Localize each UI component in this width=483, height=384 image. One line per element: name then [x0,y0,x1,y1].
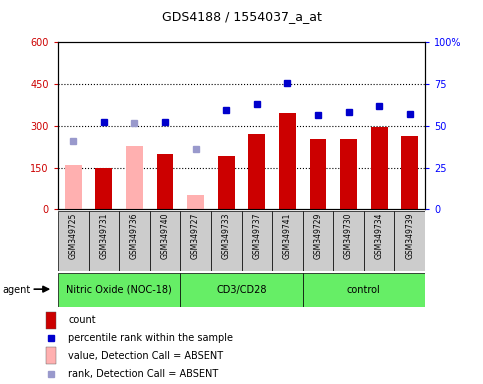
Text: GSM349734: GSM349734 [375,213,384,260]
Bar [340,139,357,209]
Bar [310,139,327,209]
Bar [218,156,235,209]
Bar [248,134,265,209]
Text: value, Detection Call = ABSENT: value, Detection Call = ABSENT [69,351,224,361]
Bar [180,211,211,271]
Bar [46,347,57,364]
Bar [187,195,204,209]
Bar [401,136,418,209]
Bar [88,211,119,271]
Bar [333,211,364,271]
Text: GSM349725: GSM349725 [69,213,78,259]
Bar [242,211,272,271]
Bar [58,211,88,271]
Bar [126,146,143,209]
Bar [371,127,387,209]
Bar [364,211,395,271]
Bar [96,168,112,209]
Text: GSM349739: GSM349739 [405,213,414,260]
Bar [58,273,180,307]
Bar [156,154,173,209]
Text: GDS4188 / 1554037_a_at: GDS4188 / 1554037_a_at [161,10,322,23]
Bar [150,211,180,271]
Text: count: count [69,315,96,325]
Text: agent: agent [2,285,30,295]
Text: GSM349730: GSM349730 [344,213,353,260]
Text: GSM349731: GSM349731 [99,213,108,259]
Text: GSM349727: GSM349727 [191,213,200,259]
Bar [279,113,296,209]
Bar [65,165,82,209]
Bar [303,211,333,271]
Text: GSM349729: GSM349729 [313,213,323,259]
Bar [46,312,57,329]
Text: percentile rank within the sample: percentile rank within the sample [69,333,233,343]
Text: GSM349741: GSM349741 [283,213,292,259]
Bar [272,211,303,271]
Text: control: control [347,285,381,295]
Text: GSM349733: GSM349733 [222,213,231,260]
Text: CD3/CD28: CD3/CD28 [216,285,267,295]
Bar [303,273,425,307]
Text: rank, Detection Call = ABSENT: rank, Detection Call = ABSENT [69,369,219,379]
Bar [180,273,303,307]
Text: Nitric Oxide (NOC-18): Nitric Oxide (NOC-18) [66,285,172,295]
Text: GSM349736: GSM349736 [130,213,139,260]
Bar [211,211,242,271]
Bar [395,211,425,271]
Text: GSM349737: GSM349737 [252,213,261,260]
Bar [119,211,150,271]
Text: GSM349740: GSM349740 [160,213,170,260]
